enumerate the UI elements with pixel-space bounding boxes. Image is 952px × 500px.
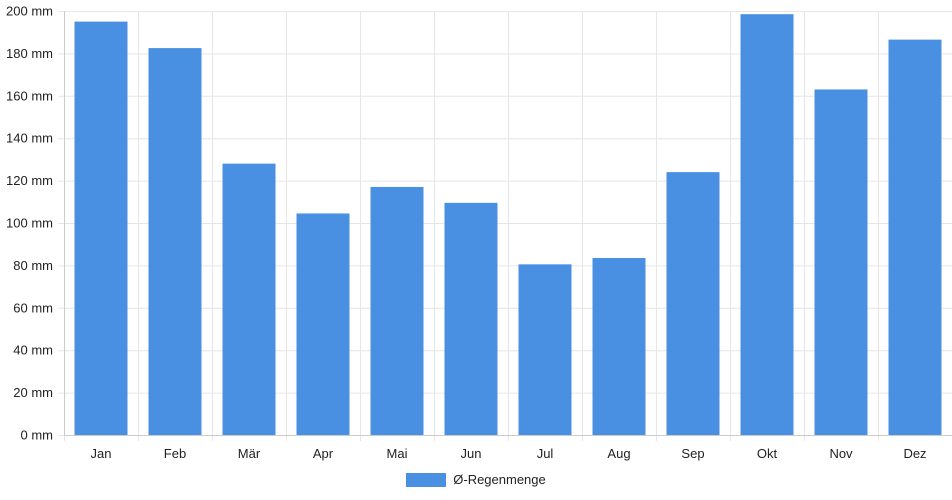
x-tick-label: Okt: [757, 446, 778, 461]
x-tick-label: Nov: [829, 446, 853, 461]
chart-legend[interactable]: Ø-Regenmenge: [0, 472, 952, 487]
y-tick-label: 100 mm: [6, 216, 53, 231]
bar-apr: [296, 213, 350, 435]
bar-aug: [592, 257, 646, 435]
chart-canvas: 0 mm 20 mm 40 mm 60 mm 80 mm 100 mm 120 mm 140 …: [6, 4, 952, 461]
x-tick-label: Jul: [537, 446, 554, 461]
bar-jun: [444, 202, 498, 435]
bar-jan: [74, 21, 128, 435]
x-tick-label: Dez: [903, 446, 926, 461]
y-tick-label: 120 mm: [6, 173, 53, 188]
y-tick-label: 140 mm: [6, 131, 53, 146]
y-tick-label: 80 mm: [13, 258, 53, 273]
bar-okt: [740, 14, 794, 436]
x-tick-label: Sep: [681, 446, 704, 461]
x-tick-label: Mär: [238, 446, 261, 461]
y-tick-label: 0 mm: [21, 428, 54, 443]
y-tick-label: 20 mm: [13, 385, 53, 400]
y-tick-label: 160 mm: [6, 88, 53, 103]
x-tick-label: Mai: [387, 446, 408, 461]
bar-sep: [666, 172, 720, 435]
bar-mär: [222, 163, 276, 435]
x-tick-label: Jun: [461, 446, 482, 461]
y-tick-label: 180 mm: [6, 46, 53, 61]
legend-swatch: [406, 472, 447, 487]
bar-mai: [370, 186, 424, 435]
y-tick-label: 40 mm: [13, 343, 53, 358]
x-tick-label: Apr: [313, 446, 334, 461]
y-tick-label: 60 mm: [13, 300, 53, 315]
bar-jul: [518, 264, 572, 435]
x-tick-label: Aug: [607, 446, 630, 461]
legend-label: Ø-Regenmenge: [453, 472, 546, 487]
bar-dez: [888, 39, 942, 436]
bar-feb: [148, 48, 202, 435]
x-tick-label: Feb: [164, 446, 186, 461]
y-tick-label: 200 mm: [6, 4, 53, 19]
bar-nov: [814, 89, 868, 435]
x-tick-label: Jan: [91, 446, 112, 461]
